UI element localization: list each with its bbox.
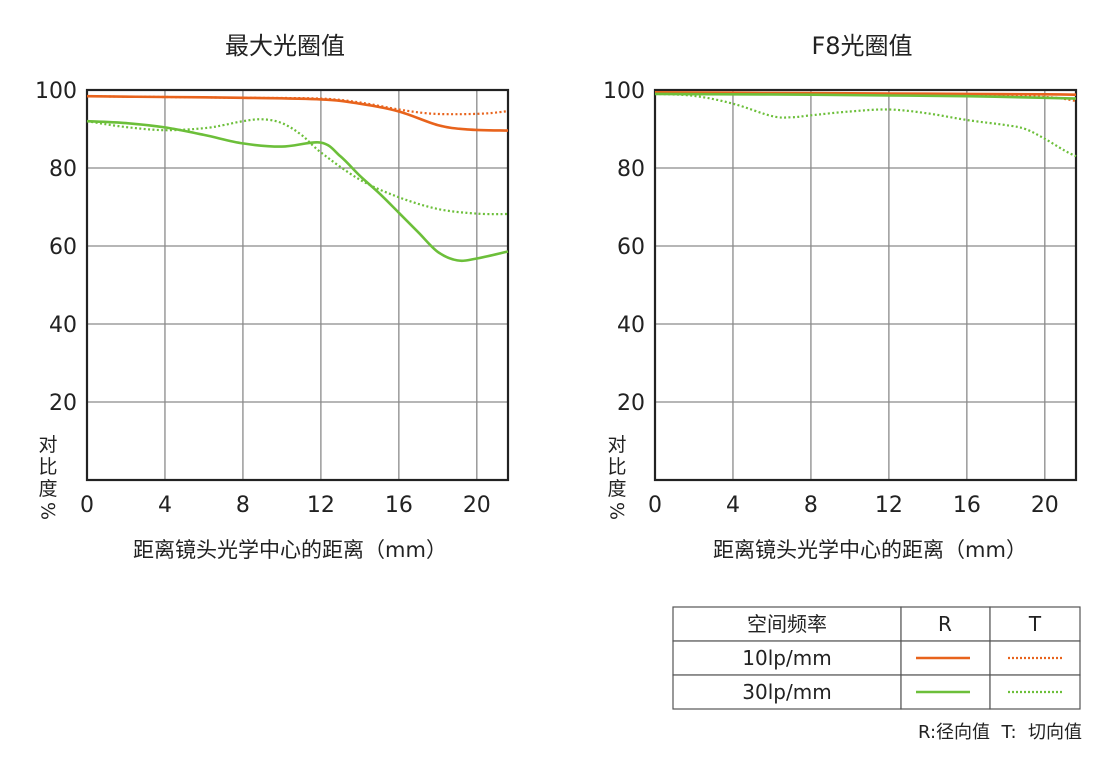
x-tick-label: 20 [1031, 493, 1059, 518]
x-tick-label: 8 [804, 493, 818, 518]
y-tick-label: 60 [617, 235, 645, 260]
x-tick-label: 20 [463, 493, 491, 518]
series-line-30lp-mm-r [654, 92, 1077, 100]
x-tick-label: 4 [158, 493, 172, 518]
x-axis-label: 距离镜头光学中心的距离（mm） [713, 538, 1027, 562]
x-tick-label: 0 [648, 493, 662, 518]
y-axis-label-char: 对 [38, 434, 57, 456]
chart-f8-aperture: F8光圈值 0 4 8 12 16 20 20 40 60 80 100 距离镜头光学中心的距离（m… [603, 32, 1078, 562]
legend-col-r: R [938, 612, 952, 636]
legend-header-cell [672, 606, 902, 642]
y-axis-label-char: % [607, 502, 629, 520]
chart-title: 最大光圈值 [225, 32, 345, 60]
legend-col-t: T [1028, 612, 1042, 636]
legend-header: 空间频率 [747, 612, 827, 636]
x-tick-label: 8 [236, 493, 250, 518]
series-line-10lp-mm-r [654, 91, 1077, 96]
legend-row-label: 30lp/mm [742, 680, 831, 704]
x-tick-label: 16 [953, 493, 981, 518]
y-tick-label: 60 [49, 235, 77, 260]
legend-note: R:径向值 T: 切向值 [918, 722, 1082, 743]
plot-frame [85, 88, 510, 482]
y-tick-label: 100 [35, 79, 77, 104]
x-tick-label: 16 [385, 493, 413, 518]
series-line-10lp-mm-t [86, 95, 509, 116]
y-axis-label-char: % [38, 502, 60, 520]
chart-title: F8光圈值 [811, 32, 912, 60]
x-tick-label: 4 [726, 493, 740, 518]
x-tick-label: 12 [875, 493, 903, 518]
x-tick-label: 12 [307, 493, 335, 518]
series-line-30lp-mm-r [86, 119, 509, 263]
y-axis-label-char: 比 [607, 456, 626, 478]
y-tick-label: 20 [617, 391, 645, 416]
legend-table: 空间频率 R T 10lp/mm 30lp/mm [672, 606, 1081, 710]
y-tick-label: 20 [49, 391, 77, 416]
y-axis-label-char: 度 [607, 478, 626, 500]
legend-row-label: 10lp/mm [742, 646, 831, 670]
legend-header-t-cell [989, 606, 1081, 642]
y-tick-label: 40 [617, 313, 645, 338]
y-axis-label-char: 对 [607, 434, 626, 456]
y-axis-label-char: 比 [38, 456, 57, 478]
y-axis-label-char: 度 [38, 478, 57, 500]
y-axis-label: 对比度% [607, 434, 629, 520]
y-tick-label: 40 [49, 313, 77, 338]
y-tick-label: 80 [617, 157, 645, 182]
y-tick-label: 100 [603, 79, 645, 104]
y-tick-label: 80 [49, 157, 77, 182]
y-axis-label: 对比度% [38, 434, 60, 520]
x-tick-label: 0 [80, 493, 94, 518]
chart-max-aperture: 最大光圈值 0 4 8 12 16 20 20 40 60 80 100 距离镜头光学中心的距离（m… [35, 32, 510, 562]
plot-frame [653, 88, 1078, 482]
x-axis-label: 距离镜头光学中心的距离（mm） [133, 538, 447, 562]
series-line-30lp-mm-t [86, 118, 509, 216]
series-line-30lp-mm-t [654, 92, 1077, 158]
